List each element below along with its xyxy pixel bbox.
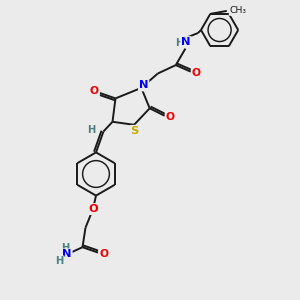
Text: O: O bbox=[99, 249, 108, 260]
Text: O: O bbox=[192, 68, 201, 79]
Text: H: H bbox=[61, 243, 70, 254]
Text: CH₃: CH₃ bbox=[229, 6, 246, 15]
Text: O: O bbox=[166, 112, 175, 122]
Text: H: H bbox=[175, 38, 183, 48]
Text: O: O bbox=[88, 204, 98, 214]
Text: H: H bbox=[56, 256, 64, 266]
Text: N: N bbox=[181, 37, 191, 47]
Text: N: N bbox=[139, 80, 148, 91]
Text: O: O bbox=[90, 86, 99, 97]
Text: H: H bbox=[87, 125, 95, 135]
Text: N: N bbox=[62, 249, 72, 260]
Text: S: S bbox=[130, 126, 139, 136]
